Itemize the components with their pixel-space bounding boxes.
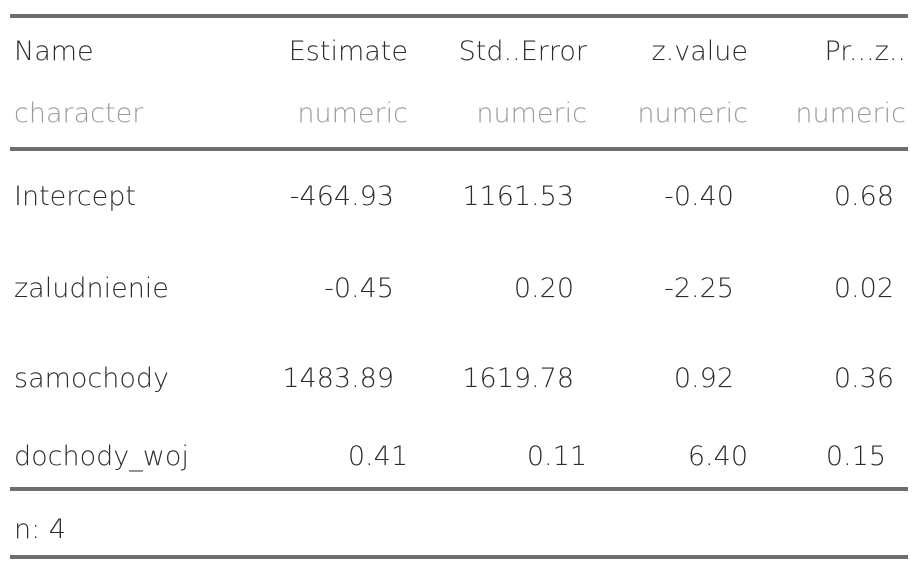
row-2-estimate: -0.45 [324, 273, 394, 304]
row-1-estimate: -464.93 [289, 181, 394, 212]
row-3-z-value: 0.92 [673, 363, 734, 394]
row-4-name: dochody_woj [14, 441, 189, 472]
row-4-z-value: 6.40 [687, 441, 748, 472]
top-rule [10, 14, 908, 18]
row-1-p-value: 0.68 [833, 181, 894, 212]
bottom-rule [10, 487, 908, 491]
type-estimate: numeric [297, 98, 408, 129]
row-2-name: zaludnienie [14, 273, 169, 304]
row-4-p-value: 0.15 [825, 441, 886, 472]
row-3-name: samochody [14, 363, 170, 394]
row-4-estimate: 0.41 [347, 441, 408, 472]
type-z-value: numeric [637, 98, 748, 129]
header-std-error: Std..Error [458, 36, 587, 67]
type-p-value: numeric [795, 98, 906, 129]
footer-rule [10, 555, 908, 559]
type-std-error: numeric [476, 98, 587, 129]
row-2-std-error: 0.20 [513, 273, 574, 304]
header-z-value: z.value [651, 36, 748, 67]
row-1-z-value: -0.40 [664, 181, 734, 212]
row-3-estimate: 1483.89 [282, 363, 394, 394]
header-p-value: Pr...z.. [824, 36, 906, 67]
row-1-std-error: 1161.53 [462, 181, 574, 212]
row-count-footer: n: 4 [14, 514, 66, 545]
row-4-std-error: 0.11 [526, 441, 587, 472]
row-3-std-error: 1619.78 [462, 363, 574, 394]
type-name: character [14, 98, 144, 129]
header-estimate: Estimate [288, 36, 408, 67]
row-3-p-value: 0.36 [833, 363, 894, 394]
row-2-z-value: -2.25 [664, 273, 734, 304]
header-name: Name [14, 36, 94, 67]
header-rule [10, 147, 908, 151]
row-1-name: Intercept [14, 181, 136, 212]
row-2-p-value: 0.02 [833, 273, 894, 304]
